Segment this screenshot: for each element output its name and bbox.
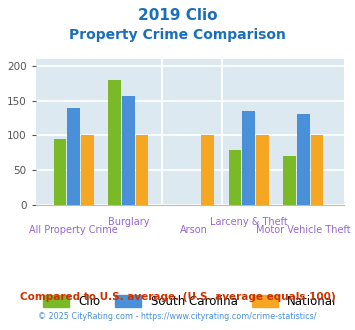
Text: Compared to U.S. average. (U.S. average equals 100): Compared to U.S. average. (U.S. average … [20, 292, 335, 302]
Text: © 2025 CityRating.com - https://www.cityrating.com/crime-statistics/: © 2025 CityRating.com - https://www.city… [38, 312, 317, 321]
Bar [229, 150, 241, 205]
Bar [122, 96, 135, 205]
Bar [54, 139, 66, 205]
Bar [67, 108, 80, 205]
Bar [311, 135, 323, 205]
Text: Larceny & Theft: Larceny & Theft [210, 217, 288, 227]
Legend: Clio, South Carolina, National: Clio, South Carolina, National [43, 295, 337, 308]
Text: 2019 Clio: 2019 Clio [138, 8, 217, 23]
Bar [81, 135, 94, 205]
Bar [109, 80, 121, 205]
Text: All Property Crime: All Property Crime [29, 225, 118, 235]
Bar [297, 114, 310, 205]
Text: Arson: Arson [180, 225, 208, 235]
Bar [242, 111, 255, 205]
Text: Motor Vehicle Theft: Motor Vehicle Theft [256, 225, 351, 235]
Text: Property Crime Comparison: Property Crime Comparison [69, 28, 286, 42]
Bar [201, 135, 214, 205]
Bar [256, 135, 269, 205]
Bar [136, 135, 148, 205]
Bar [283, 156, 296, 205]
Text: Burglary: Burglary [108, 217, 149, 227]
